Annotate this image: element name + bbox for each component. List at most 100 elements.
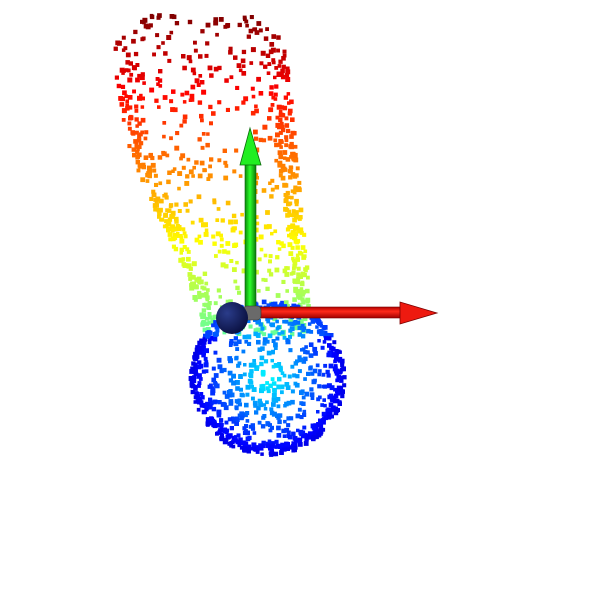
point	[157, 78, 163, 83]
point	[148, 152, 153, 158]
point	[302, 232, 307, 237]
point	[289, 155, 293, 159]
point	[276, 48, 280, 53]
point	[262, 337, 268, 343]
point	[198, 363, 204, 369]
point	[191, 174, 195, 178]
point	[219, 436, 223, 441]
point	[140, 130, 145, 135]
point	[300, 271, 306, 277]
point	[265, 386, 270, 391]
point	[269, 407, 274, 412]
point	[287, 101, 291, 105]
point	[278, 365, 283, 370]
point	[235, 355, 239, 360]
point	[192, 165, 196, 170]
point	[157, 214, 161, 219]
point	[283, 419, 287, 424]
point	[241, 100, 246, 105]
point	[337, 358, 342, 363]
point	[257, 257, 262, 262]
point	[283, 404, 287, 408]
point	[261, 299, 267, 305]
point	[122, 90, 127, 96]
point	[126, 68, 131, 73]
point	[254, 108, 259, 114]
point	[157, 13, 162, 18]
point	[291, 270, 296, 275]
point	[263, 278, 268, 282]
point	[305, 297, 311, 303]
point	[245, 392, 250, 397]
point	[211, 323, 215, 328]
point	[207, 320, 212, 325]
point	[292, 321, 297, 326]
point	[274, 66, 279, 70]
point	[187, 263, 192, 268]
point	[197, 137, 202, 142]
point	[238, 230, 243, 235]
point	[275, 132, 280, 138]
point	[190, 366, 195, 372]
point	[213, 320, 218, 325]
point	[294, 446, 298, 450]
point	[291, 441, 296, 446]
point	[315, 363, 320, 368]
point	[301, 289, 306, 295]
point	[194, 78, 200, 84]
point	[266, 350, 272, 356]
point	[208, 397, 213, 402]
point	[285, 157, 291, 162]
point	[154, 200, 159, 206]
point	[246, 334, 252, 340]
point	[236, 363, 241, 368]
point	[209, 401, 214, 406]
point	[294, 382, 300, 388]
point	[208, 335, 214, 341]
point	[322, 325, 328, 330]
point	[213, 373, 219, 378]
point	[162, 121, 167, 125]
point	[224, 420, 229, 425]
point	[324, 332, 329, 337]
point	[297, 369, 302, 374]
point	[190, 389, 195, 395]
point	[298, 274, 303, 279]
point	[324, 336, 329, 341]
point	[292, 264, 297, 269]
point	[287, 209, 292, 214]
point	[299, 415, 304, 420]
point	[290, 331, 295, 337]
point	[213, 17, 219, 22]
point	[271, 397, 277, 403]
point	[192, 369, 197, 374]
point	[152, 52, 156, 57]
point	[307, 431, 313, 437]
point	[295, 359, 299, 364]
point	[286, 430, 291, 435]
point	[143, 136, 148, 141]
point	[194, 347, 200, 353]
point	[238, 437, 243, 443]
point	[235, 418, 240, 422]
point	[285, 227, 290, 232]
point	[248, 372, 253, 378]
point	[277, 64, 282, 68]
point	[289, 169, 293, 174]
point	[121, 71, 125, 75]
point	[271, 95, 275, 100]
point	[328, 363, 334, 369]
point	[298, 319, 303, 324]
point	[200, 345, 206, 351]
point	[300, 348, 304, 352]
point	[280, 175, 286, 181]
point	[277, 142, 282, 147]
point	[159, 217, 163, 222]
point	[269, 444, 274, 450]
point	[231, 213, 237, 219]
point	[283, 206, 288, 212]
point	[222, 367, 227, 373]
point	[199, 400, 204, 405]
point	[288, 334, 292, 339]
point	[123, 46, 128, 51]
